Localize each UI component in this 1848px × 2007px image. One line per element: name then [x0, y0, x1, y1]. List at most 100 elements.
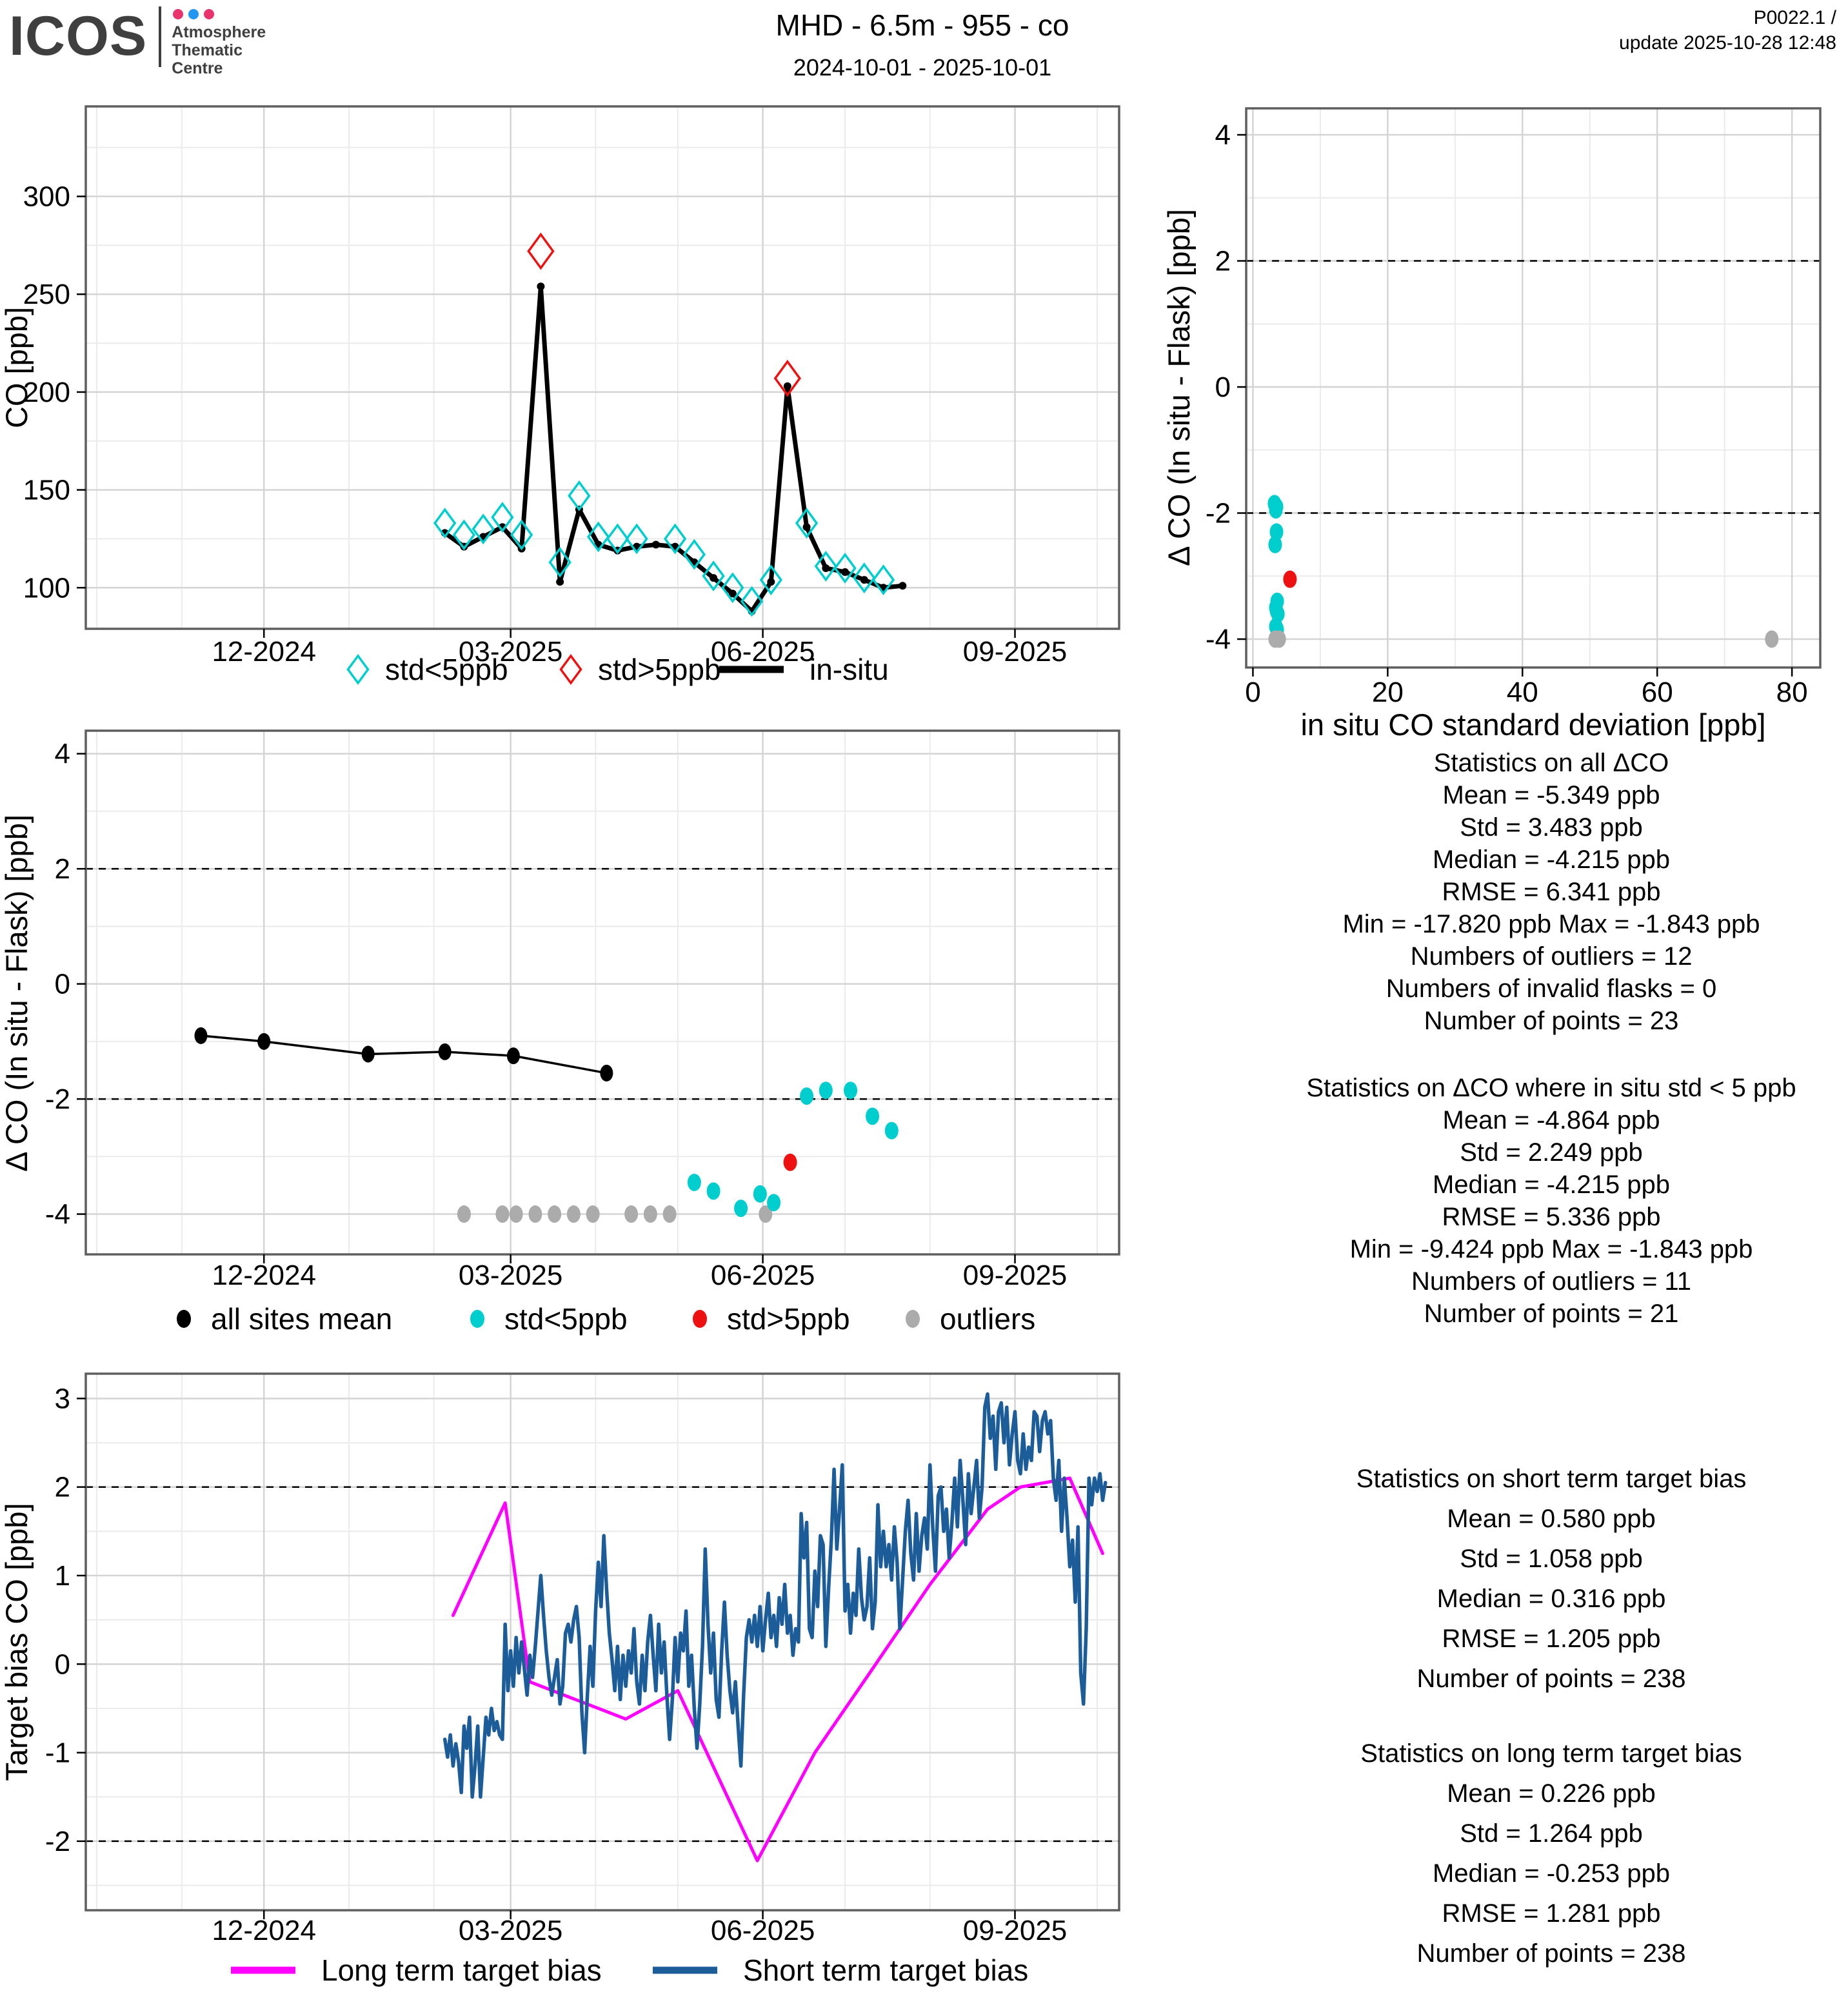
stat-line: Mean = -5.349 ppb [1442, 781, 1660, 809]
series-std<5ppb [687, 1082, 899, 1218]
svg-text:std>5ppb: std>5ppb [727, 1302, 850, 1336]
svg-text:Δ CO (In situ - Flask) [ppb]: Δ CO (In situ - Flask) [ppb] [1162, 209, 1196, 566]
series-long-term-target-bias [451, 1476, 1105, 1863]
svg-text:09-2025: 09-2025 [963, 1915, 1067, 1946]
logo-subtitle-block: Atmosphere Thematic Centre [172, 5, 266, 77]
delta-co-timeseries-panel: 12-2024 03-2025 06-2025 09-2025 -4 -2 0 2 4 Δ CO … [0, 729, 1120, 1336]
series-flask-std<5ppb [433, 480, 895, 617]
svg-text:09-2025: 09-2025 [963, 636, 1067, 667]
co-timeseries-panel: 12-2024 03-2025 06-2025 09-2025 100 150 200 250… [0, 105, 1120, 686]
svg-text:Long term target bias: Long term target bias [321, 1953, 602, 1987]
axes: 12-2024 03-2025 06-2025 09-2025 100 150 200 250… [0, 181, 1067, 667]
svg-text:-4: -4 [45, 1199, 70, 1231]
update-info: P0022.1 / update 2025-10-28 12:48 [1619, 5, 1836, 55]
svg-text:1: 1 [55, 1560, 70, 1592]
stat-line: Mean = 0.226 ppb [1447, 1779, 1656, 1808]
delta-co-statistics: Statistics on all ΔCO Mean = -5.349 ppb St… [1255, 747, 1848, 1365]
series-outliers [1268, 630, 1779, 648]
stat-line: Numbers of outliers = 11 [1411, 1267, 1691, 1296]
svg-text:12-2024: 12-2024 [212, 1915, 315, 1946]
stat-line: Numbers of outliers = 12 [1410, 942, 1693, 971]
stat-line: Std = 1.264 ppb [1460, 1819, 1643, 1848]
gridlines [86, 1374, 1119, 1910]
svg-text:150: 150 [23, 475, 70, 506]
stat-block: Statistics on long term target bias Mean … [1255, 1734, 1848, 1973]
logo-dot-icon [173, 9, 184, 19]
stat-block: Statistics on all ΔCO Mean = -5.349 ppb St… [1255, 747, 1848, 1037]
header-titles: MHD - 6.5m - 955 - co 2024-10-01 - 2025-… [590, 8, 1255, 81]
stat-line: Mean = -4.864 ppb [1442, 1106, 1660, 1134]
svg-text:0: 0 [55, 969, 70, 1000]
stat-line: Number of points = 238 [1416, 1939, 1686, 1968]
svg-text:Δ CO (In situ - Flask) [ppb]: Δ CO (In situ - Flask) [ppb] [0, 815, 34, 1172]
gridlines [86, 106, 1119, 629]
stat-line: Statistics on short term target bias [1356, 1465, 1747, 1493]
series-outliers-clipped [457, 1205, 773, 1223]
panel-border [1245, 107, 1822, 669]
logo-divider [159, 6, 162, 67]
series-flask-std>5ppb [527, 232, 801, 397]
delta-vs-std-scatter-panel: 0 20 40 60 80 -4 -2 0 2 4 Δ CO (In situ - Flask) [… [1162, 107, 1822, 742]
svg-text:03-2025: 03-2025 [459, 1915, 562, 1946]
svg-text:in situ CO standard deviation: in situ CO standard deviation [ppb] [1300, 707, 1765, 742]
logo-subtitle: Atmosphere Thematic Centre [172, 23, 266, 77]
gridlines [86, 731, 1119, 1254]
svg-text:60: 60 [1642, 677, 1673, 708]
product-id: P0022.1 / [1753, 7, 1836, 28]
svg-text:06-2025: 06-2025 [711, 1260, 815, 1291]
panel-border [84, 1372, 1120, 1912]
svg-text:outliers: outliers [940, 1302, 1035, 1336]
stat-block: Statistics on short term target bias Mean… [1255, 1459, 1848, 1699]
stat-line: Statistics on long term target bias [1360, 1739, 1742, 1768]
update-timestamp: update 2025-10-28 12:48 [1619, 32, 1836, 54]
svg-text:09-2025: 09-2025 [963, 1260, 1067, 1291]
svg-text:40: 40 [1507, 677, 1538, 708]
legend: all sites mean std<5ppb std>5ppb outliers [177, 1302, 1035, 1336]
target-bias-statistics: Statistics on short term target bias Mean… [1255, 1459, 1848, 2007]
svg-text:-4: -4 [1206, 624, 1231, 655]
svg-text:-2: -2 [45, 1826, 70, 1857]
svg-text:-2: -2 [1206, 498, 1231, 529]
logo-subtitle-line: Thematic [172, 41, 243, 59]
stat-line: Median = -4.215 ppb [1432, 845, 1671, 874]
svg-text:4: 4 [55, 738, 70, 770]
stat-line: RMSE = 6.341 ppb [1442, 878, 1661, 906]
svg-text:300: 300 [23, 181, 70, 213]
svg-text:200: 200 [23, 377, 70, 408]
svg-text:250: 250 [23, 279, 70, 310]
svg-text:12-2024: 12-2024 [212, 1260, 315, 1291]
page-subtitle: 2024-10-01 - 2025-10-01 [793, 54, 1052, 81]
stat-line: Min = -9.424 ppb Max = -1.843 ppb [1349, 1235, 1753, 1263]
svg-text:Short term target bias: Short term target bias [743, 1953, 1028, 1987]
logo-subtitle-line: Atmosphere [172, 23, 266, 41]
stat-line: Number of points = 21 [1424, 1300, 1679, 1328]
stat-line: Median = -4.215 ppb [1432, 1171, 1671, 1199]
axes: 12-2024 03-2025 06-2025 09-2025 -2 -1 0 1 2 3 Targ… [0, 1383, 1067, 1946]
logo-dots-icon [173, 9, 266, 19]
stat-line: RMSE = 1.205 ppb [1442, 1625, 1661, 1653]
svg-text:0: 0 [1215, 371, 1231, 403]
series-std>5ppb [1283, 570, 1297, 588]
svg-text:03-2025: 03-2025 [459, 636, 562, 667]
legend: Long term target bias Short term target b… [231, 1953, 1028, 1987]
stat-line: Number of points = 238 [1416, 1665, 1686, 1693]
panel-border [84, 105, 1120, 630]
svg-text:06-2025: 06-2025 [711, 636, 815, 667]
logo-dot-icon [204, 9, 215, 19]
stat-line: Number of points = 23 [1424, 1007, 1679, 1035]
svg-text:4: 4 [1215, 119, 1231, 151]
gridlines [1246, 108, 1820, 667]
svg-text:0: 0 [1245, 677, 1260, 708]
svg-text:CO [ppb]: CO [ppb] [0, 307, 34, 428]
svg-text:03-2025: 03-2025 [459, 1260, 562, 1291]
icos-logo-text: ICOS [9, 5, 148, 67]
svg-text:2: 2 [55, 1472, 70, 1503]
stat-line: Std = 1.058 ppb [1460, 1545, 1643, 1573]
icos-logo: ICOS Atmosphere Thematic Centre [9, 5, 266, 77]
svg-text:20: 20 [1372, 677, 1404, 708]
svg-text:80: 80 [1776, 677, 1808, 708]
svg-text:12-2024: 12-2024 [212, 636, 315, 667]
svg-text:2: 2 [55, 853, 70, 885]
svg-text:Target bias CO [ppb]: Target bias CO [ppb] [0, 1503, 34, 1781]
